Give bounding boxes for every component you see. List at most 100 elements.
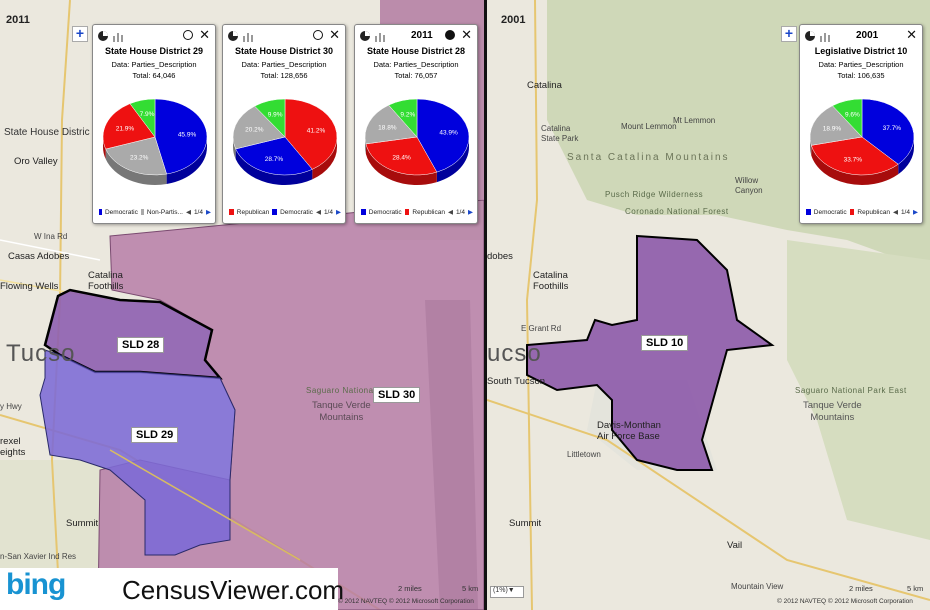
pie-slice-republican[interactable] (102, 103, 156, 150)
interstate-road (487, 399, 930, 601)
pie-chart-icon[interactable] (359, 29, 371, 41)
chart-subtitle: Data: Parties_Description (373, 60, 459, 69)
pie-slice-republican[interactable] (365, 136, 438, 176)
place-label: y Hwy (0, 402, 22, 411)
pie-data-label: 21.9% (116, 125, 135, 132)
pie-slice-republican[interactable] (284, 98, 338, 170)
chart-legend: Democratic Republican ◀ 1/4 ▶ (806, 208, 918, 216)
district-label-ld-10: SLD 10 (641, 335, 689, 351)
bar-chart-icon[interactable] (374, 29, 388, 42)
pie-slice-other[interactable] (129, 98, 156, 138)
pie-slice-non-partisan[interactable] (232, 105, 286, 150)
bar-chart-icon[interactable] (242, 29, 256, 42)
pie-slice-republican[interactable] (810, 136, 899, 176)
legend-next-icon[interactable]: ▶ (205, 209, 211, 216)
chart-card-ld-10[interactable]: 2001 ✕ Legislative District 10 Data: Par… (799, 24, 923, 224)
close-icon[interactable]: ✕ (906, 27, 917, 42)
legend-prev-icon[interactable]: ◀ (315, 209, 321, 216)
bar-chart-icon[interactable] (819, 29, 833, 42)
legend-label: Republican (236, 208, 270, 216)
scale-km: 5 km (462, 584, 479, 593)
pie-slice-side (436, 137, 469, 183)
pie-chart-icon[interactable] (804, 29, 816, 41)
legend-swatch (272, 209, 278, 215)
zoom-in-button[interactable]: + (72, 26, 88, 42)
select-radio[interactable] (313, 30, 323, 40)
district-ld-10[interactable] (526, 234, 775, 471)
pie-slice-non-partisan[interactable] (105, 136, 167, 176)
pie-slice-other[interactable] (832, 98, 863, 138)
pie-slice-side (103, 137, 106, 160)
legend-next-icon[interactable]: ▶ (335, 209, 341, 216)
select-radio[interactable] (445, 30, 455, 40)
pie-slice-side (166, 137, 207, 185)
road (0, 239, 101, 261)
map-copyright: © 2012 NAVTEQ © 2012 Microsoft Corporati… (777, 598, 913, 605)
place-label: Mountain View (731, 582, 784, 591)
place-label: State House Distric (4, 127, 90, 138)
pie-slice-other[interactable] (388, 98, 418, 138)
scale-miles: 2 miles (849, 584, 873, 593)
map-pane-2011[interactable]: 2011 + State House Distric Oro Valley W … (0, 0, 484, 610)
pie-data-label: 23.2% (130, 155, 149, 162)
chart-year: 2011 (411, 30, 433, 41)
pie-slice-democratic[interactable] (861, 98, 915, 165)
place-label: Davis-Monthan Air Force Base (597, 420, 661, 442)
place-label: Summit (509, 518, 542, 529)
chart-card-sld-30[interactable]: ✕ State House District 30 Data: Parties_… (222, 24, 346, 224)
place-label: Catalina Foothills (88, 270, 124, 292)
pie-data-label: 9.6% (845, 112, 860, 119)
chart-total: Total: 76,057 (394, 71, 438, 80)
pie-chart-icon[interactable] (227, 29, 239, 41)
bing-logo: bing (6, 568, 66, 601)
pie-data-label: 43.9% (439, 129, 458, 136)
place-label-city: Tucso (6, 340, 76, 367)
pie-slice-side (365, 143, 437, 185)
chart-legend: Republican Democratic ◀ 1/4 ▶ (229, 208, 341, 216)
legend-swatch (806, 209, 811, 215)
place-label: Pusch Ridge Wilderness (605, 190, 704, 199)
pie-chart-icon[interactable] (97, 29, 109, 41)
pie-data-label: 33.7% (844, 157, 863, 164)
pie-slice-other[interactable] (254, 98, 286, 138)
legend-swatch (140, 209, 144, 215)
legend-pager: 1/4 (323, 208, 333, 216)
pie-slice-non-partisan[interactable] (809, 105, 863, 146)
logo-strip (0, 568, 338, 610)
map-year-label: 2011 (6, 14, 30, 26)
pie-data-label: 7.9% (140, 111, 155, 118)
pie-chart: 37.7% 33.7% 18.9%9.6% (809, 98, 915, 185)
pane-divider[interactable] (484, 0, 487, 610)
pie-slice-democratic[interactable] (154, 98, 208, 175)
place-label: n-San Xavier Ind Res (0, 552, 77, 561)
legend-prev-icon[interactable]: ◀ (185, 209, 191, 216)
pie-data-label: 37.7% (883, 125, 902, 132)
close-icon[interactable]: ✕ (199, 27, 210, 42)
legend-prev-icon[interactable]: ◀ (892, 209, 898, 216)
legend-next-icon[interactable]: ▶ (912, 209, 918, 216)
close-icon[interactable]: ✕ (461, 27, 472, 42)
zoom-level-box[interactable]: (1%)▼ (490, 586, 524, 598)
pie-slice-democratic[interactable] (416, 98, 470, 173)
censusviewer-logo: CensusViewer.com (122, 575, 345, 605)
chart-card-sld-28[interactable]: 2011 ✕ State House District 28 Data: Par… (354, 24, 478, 224)
pie-slice-side (235, 148, 313, 185)
select-radio[interactable] (183, 30, 193, 40)
chart-card-sld-29[interactable]: ✕ State House District 29 Data: Parties_… (92, 24, 216, 224)
pie-slice-non-partisan[interactable] (364, 104, 418, 145)
legend-next-icon[interactable]: ▶ (467, 209, 473, 216)
scale-miles: 2 miles (398, 584, 422, 593)
district-sld-28[interactable] (43, 288, 223, 380)
legend-prev-icon[interactable]: ◀ (447, 209, 453, 216)
terrain-ridge (425, 300, 478, 610)
district-sld-29[interactable] (39, 349, 236, 556)
close-icon[interactable]: ✕ (329, 27, 340, 42)
place-label: Saguaro National Park East (795, 386, 907, 395)
chart-subtitle: Data: Parties_Description (111, 60, 197, 69)
zoom-in-button[interactable]: + (781, 26, 797, 42)
map-pane-2001[interactable]: 2001 + Catalina Catalina State Park Moun… (487, 0, 930, 610)
legend-pager: 1/4 (193, 208, 203, 216)
pie-slice-democratic[interactable] (235, 136, 313, 176)
pie-data-label: 41.2% (307, 128, 326, 135)
bar-chart-icon[interactable] (112, 29, 126, 42)
